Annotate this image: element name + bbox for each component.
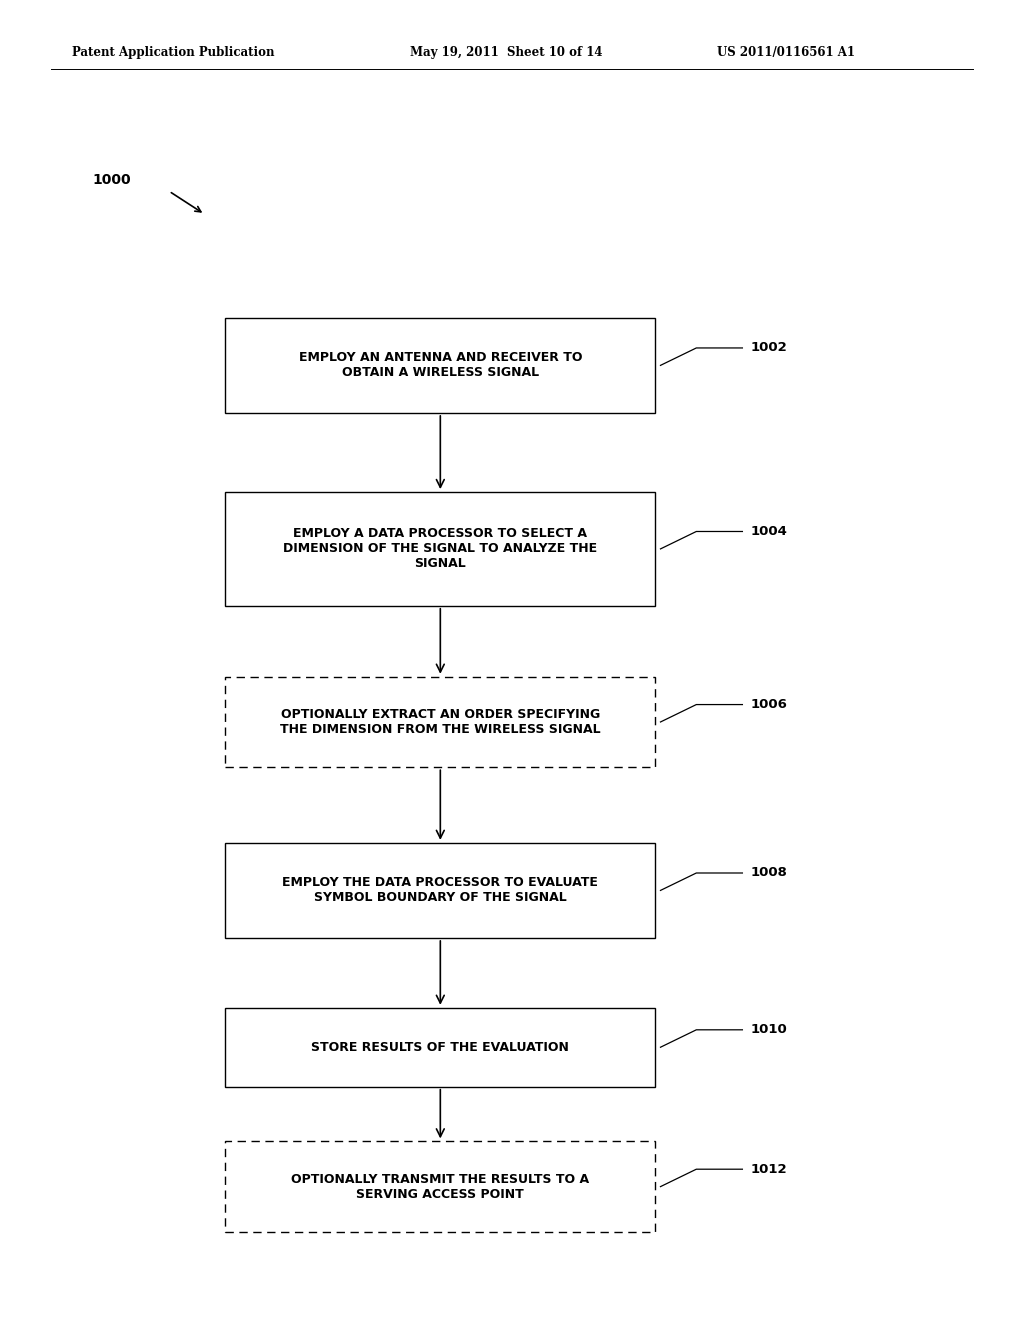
Text: OPTIONALLY TRANSMIT THE RESULTS TO A
SERVING ACCESS POINT: OPTIONALLY TRANSMIT THE RESULTS TO A SER… <box>291 1172 590 1201</box>
Text: 1004: 1004 <box>751 525 787 539</box>
Text: May 19, 2011  Sheet 10 of 14: May 19, 2011 Sheet 10 of 14 <box>410 46 602 59</box>
Text: Patent Application Publication: Patent Application Publication <box>72 46 274 59</box>
Text: 1002: 1002 <box>751 342 787 355</box>
FancyBboxPatch shape <box>225 492 655 606</box>
Text: 1000: 1000 <box>92 173 131 186</box>
Text: STORE RESULTS OF THE EVALUATION: STORE RESULTS OF THE EVALUATION <box>311 1040 569 1053</box>
Text: 1010: 1010 <box>751 1023 787 1036</box>
Text: 1006: 1006 <box>751 698 787 711</box>
FancyBboxPatch shape <box>225 1007 655 1086</box>
FancyBboxPatch shape <box>225 842 655 939</box>
Text: US 2011/0116561 A1: US 2011/0116561 A1 <box>717 46 855 59</box>
Text: EMPLOY AN ANTENNA AND RECEIVER TO
OBTAIN A WIRELESS SIGNAL: EMPLOY AN ANTENNA AND RECEIVER TO OBTAIN… <box>299 351 582 379</box>
Text: EMPLOY A DATA PROCESSOR TO SELECT A
DIMENSION OF THE SIGNAL TO ANALYZE THE
SIGNA: EMPLOY A DATA PROCESSOR TO SELECT A DIME… <box>284 528 597 570</box>
Text: EMPLOY THE DATA PROCESSOR TO EVALUATE
SYMBOL BOUNDARY OF THE SIGNAL: EMPLOY THE DATA PROCESSOR TO EVALUATE SY… <box>283 876 598 904</box>
FancyBboxPatch shape <box>225 318 655 413</box>
Text: 1008: 1008 <box>751 866 787 879</box>
FancyBboxPatch shape <box>225 1142 655 1232</box>
FancyBboxPatch shape <box>225 677 655 767</box>
Text: 1012: 1012 <box>751 1163 787 1176</box>
Text: OPTIONALLY EXTRACT AN ORDER SPECIFYING
THE DIMENSION FROM THE WIRELESS SIGNAL: OPTIONALLY EXTRACT AN ORDER SPECIFYING T… <box>280 708 601 737</box>
